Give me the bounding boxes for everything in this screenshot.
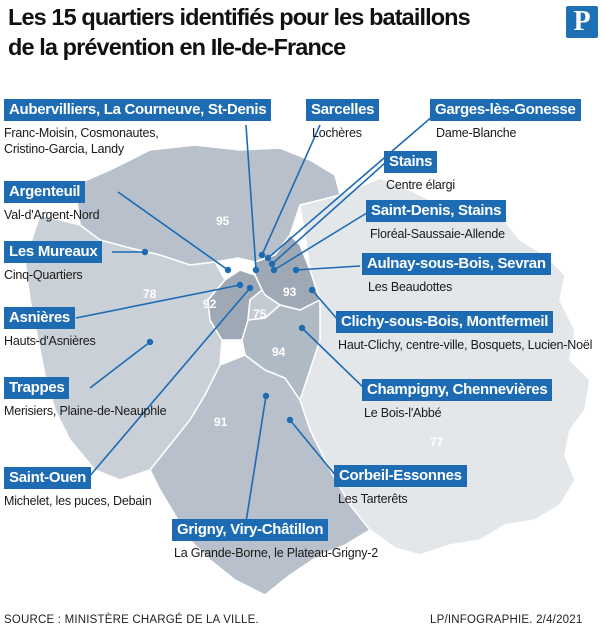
label-argenteuil: Argenteuil bbox=[4, 181, 86, 203]
location-dot-saint-ouen bbox=[246, 284, 254, 292]
title-line-1: Les 15 quartiers identifiés pour les bat… bbox=[8, 4, 471, 30]
le-parisien-logo: P bbox=[566, 6, 598, 38]
leader-line-aubervilliers bbox=[245, 124, 257, 271]
dept-label-77: 77 bbox=[430, 435, 444, 449]
label-garges: Garges-lès-Gonesse bbox=[430, 99, 581, 121]
dept-label-94: 94 bbox=[272, 345, 286, 359]
location-dot-saint-denis-stains bbox=[270, 266, 278, 274]
dept-label-78: 78 bbox=[143, 287, 157, 301]
label-saint-denis-stains: Saint-Denis, Stains bbox=[366, 200, 507, 222]
sub-trappes: Merisiers, Plaine-de-Neauphle bbox=[4, 404, 167, 418]
sub-argenteuil: Val-d'Argent-Nord bbox=[4, 208, 100, 222]
sub-asnieres: Hauts-d'Asnières bbox=[4, 334, 96, 348]
location-dot-grigny bbox=[262, 392, 270, 400]
dept-label-91: 91 bbox=[214, 415, 228, 429]
leader-line-trappes bbox=[89, 341, 151, 389]
location-dot-sarcelles bbox=[258, 251, 266, 259]
label-trappes: Trappes bbox=[4, 377, 70, 399]
sub-sarcelles: Lochères bbox=[312, 126, 362, 140]
leader-line-asnieres bbox=[75, 284, 241, 319]
location-dot-trappes bbox=[146, 338, 154, 346]
footer-credit: LP/INFOGRAPHIE. 2/4/2021 bbox=[430, 614, 583, 626]
leader-line-sarcelles bbox=[261, 124, 321, 256]
label-stains: Stains bbox=[384, 151, 438, 173]
dept-label-75: 75 bbox=[253, 307, 267, 321]
sub-corbeil: Les Tarterêts bbox=[338, 492, 408, 506]
location-dot-asnieres bbox=[236, 281, 244, 289]
leader-line-champigny bbox=[301, 327, 367, 391]
label-aulnay: Aulnay-sous-Bois, Sevran bbox=[362, 253, 551, 275]
footer-source: SOURCE : MINISTÈRE CHARGÉ DE LA VILLE. bbox=[4, 614, 259, 626]
leader-line-corbeil bbox=[289, 419, 337, 477]
label-grigny: Grigny, Viry-Châtillon bbox=[172, 519, 329, 541]
location-dot-garges bbox=[264, 254, 272, 262]
sub-aubervilliers-2: Cristino-Garcia, Landy bbox=[4, 142, 124, 156]
sub-aulnay: Les Beaudottes bbox=[368, 280, 453, 294]
leader-line-saint-ouen bbox=[87, 287, 251, 479]
sub-garges: Dame-Blanche bbox=[436, 126, 517, 140]
label-clichy: Clichy-sous-Bois, Montfermeil bbox=[336, 311, 554, 333]
leader-line-stains bbox=[271, 162, 386, 265]
dept-label-95: 95 bbox=[216, 214, 230, 228]
label-corbeil: Corbeil-Essonnes bbox=[334, 465, 467, 487]
leader-line-garges bbox=[267, 114, 435, 259]
sub-les-mureaux: Cinq-Quartiers bbox=[4, 268, 83, 282]
label-saint-ouen: Saint-Ouen bbox=[4, 467, 92, 489]
location-dot-clichy bbox=[308, 286, 316, 294]
sub-clichy: Haut-Clichy, centre-ville, Bosquets, Luc… bbox=[338, 338, 593, 352]
map-title: Les 15 quartiers identifiés pour les bat… bbox=[8, 2, 553, 62]
sub-saint-denis-stains: Floréal-Saussaie-Allende bbox=[370, 227, 505, 241]
sub-stains: Centre élargi bbox=[386, 178, 455, 192]
location-dot-aubervilliers bbox=[252, 266, 260, 274]
region-75-shape bbox=[247, 288, 282, 321]
dept-label-93: 93 bbox=[283, 285, 297, 299]
dept-label-92: 92 bbox=[203, 297, 217, 311]
label-les-mureaux: Les Mureaux bbox=[4, 241, 103, 263]
sub-champigny: Le Bois-l'Abbé bbox=[364, 406, 442, 420]
leader-line-grigny bbox=[245, 395, 267, 523]
leader-line-aulnay bbox=[295, 265, 361, 271]
leader-line-argenteuil bbox=[117, 191, 229, 271]
location-dot-aulnay bbox=[292, 266, 300, 274]
title-line-2: de la prévention en Ile-de-France bbox=[8, 34, 346, 60]
sub-aubervilliers-1: Franc-Moisin, Cosmonautes, bbox=[4, 126, 159, 140]
location-dot-les-mureaux bbox=[141, 248, 149, 256]
sub-grigny: La Grande-Borne, le Plateau-Grigny-2 bbox=[174, 546, 379, 560]
location-dot-champigny bbox=[298, 324, 306, 332]
location-dot-argenteuil bbox=[224, 266, 232, 274]
label-sarcelles: Sarcelles bbox=[306, 99, 380, 121]
label-aubervilliers: Aubervilliers, La Courneuve, St-Denis bbox=[4, 99, 272, 121]
location-dot-corbeil bbox=[286, 416, 294, 424]
label-champigny: Champigny, Chennevières bbox=[362, 379, 553, 401]
sub-saint-ouen: Michelet, les puces, Debain bbox=[4, 494, 152, 508]
leader-line-clichy bbox=[311, 289, 339, 321]
leader-line-saint-denis-stains bbox=[273, 210, 371, 271]
label-asnieres: Asnières bbox=[4, 307, 75, 329]
location-dot-stains bbox=[268, 260, 276, 268]
